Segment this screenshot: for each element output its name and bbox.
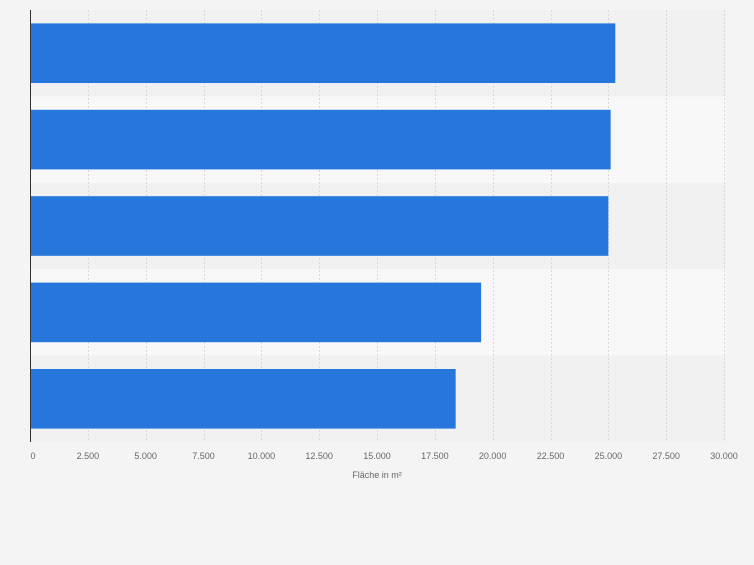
bar[interactable] — [30, 23, 616, 84]
x-tick-label: 12.500 — [305, 451, 333, 461]
bar[interactable] — [30, 368, 456, 429]
x-tick-labels: 0 2.500 5.000 7.500 10.000 12.500 15.000 17.500… — [30, 451, 737, 461]
bar[interactable] — [30, 109, 611, 170]
x-tick-label: 30.000 — [710, 451, 738, 461]
x-tick-label: 10.000 — [248, 451, 276, 461]
bar[interactable] — [30, 282, 482, 343]
x-tick-label: 0 — [30, 451, 35, 461]
bars — [30, 23, 616, 429]
x-tick-label: 2.500 — [77, 451, 100, 461]
x-tick-label: 17.500 — [421, 451, 449, 461]
x-tick-label: 5.000 — [134, 451, 157, 461]
bar[interactable] — [30, 196, 609, 256]
x-tick-label: 25.000 — [595, 451, 623, 461]
x-axis-label: Fläche in m² — [352, 470, 402, 480]
x-tick-label: 27.500 — [652, 451, 680, 461]
x-tick-label: 7.500 — [192, 451, 215, 461]
x-tick-label: 22.500 — [537, 451, 565, 461]
x-tick-label: 15.000 — [363, 451, 391, 461]
x-tick-label: 20.000 — [479, 451, 507, 461]
